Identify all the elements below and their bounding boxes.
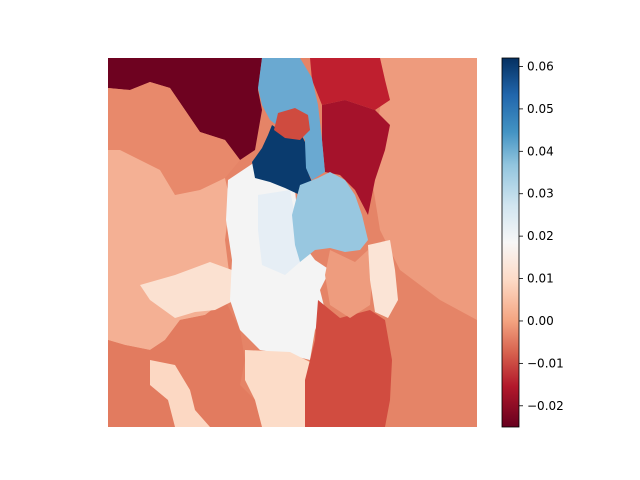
colorbar-tick-label: −0.01	[527, 356, 564, 370]
region-small-red-patch	[274, 108, 310, 140]
region-right-salmon	[325, 250, 372, 318]
region-dark-blue-core	[252, 125, 312, 195]
colorbar-tick-label: 0.06	[527, 59, 554, 73]
colorbar-tick-label: −0.02	[527, 399, 564, 413]
colorbar-tick-label: 0.00	[527, 314, 554, 328]
colorbar-tick-label: 0.04	[527, 144, 554, 158]
region-top-right-red	[310, 58, 390, 110]
colorbar-tick-label: 0.03	[527, 187, 554, 201]
region-bottom-left-salmon	[108, 300, 262, 427]
region-left-pale-streak	[140, 262, 235, 318]
heatmap	[108, 58, 477, 427]
colorbar-gradient	[501, 57, 520, 428]
region-top-left-dark	[108, 58, 262, 160]
region-bottom-light-peach	[150, 360, 210, 427]
colorbar-tick-label: 0.01	[527, 272, 554, 286]
region-top-right-salmon	[372, 58, 477, 320]
region-right-pale	[368, 240, 398, 318]
colorbar-tick-label: 0.05	[527, 102, 554, 116]
region-bottom-center-red	[305, 300, 392, 427]
region-right-light-blue	[292, 172, 368, 262]
region-bottom-center-light-peach	[245, 350, 310, 427]
region-right-dark-red	[322, 100, 390, 215]
colorbar-tick-label: 0.02	[527, 229, 554, 243]
colorbar-ticks: −0.02 −0.01 0.00 0.01 0.02 0.03 0.04 0.05 0.06	[519, 59, 564, 413]
region-left-salmon-upper	[108, 82, 240, 195]
region-center-pale-blue	[258, 190, 300, 275]
colorbar: −0.02 −0.01 0.00 0.01 0.02 0.03 0.04 0.05 0.06	[501, 57, 564, 428]
